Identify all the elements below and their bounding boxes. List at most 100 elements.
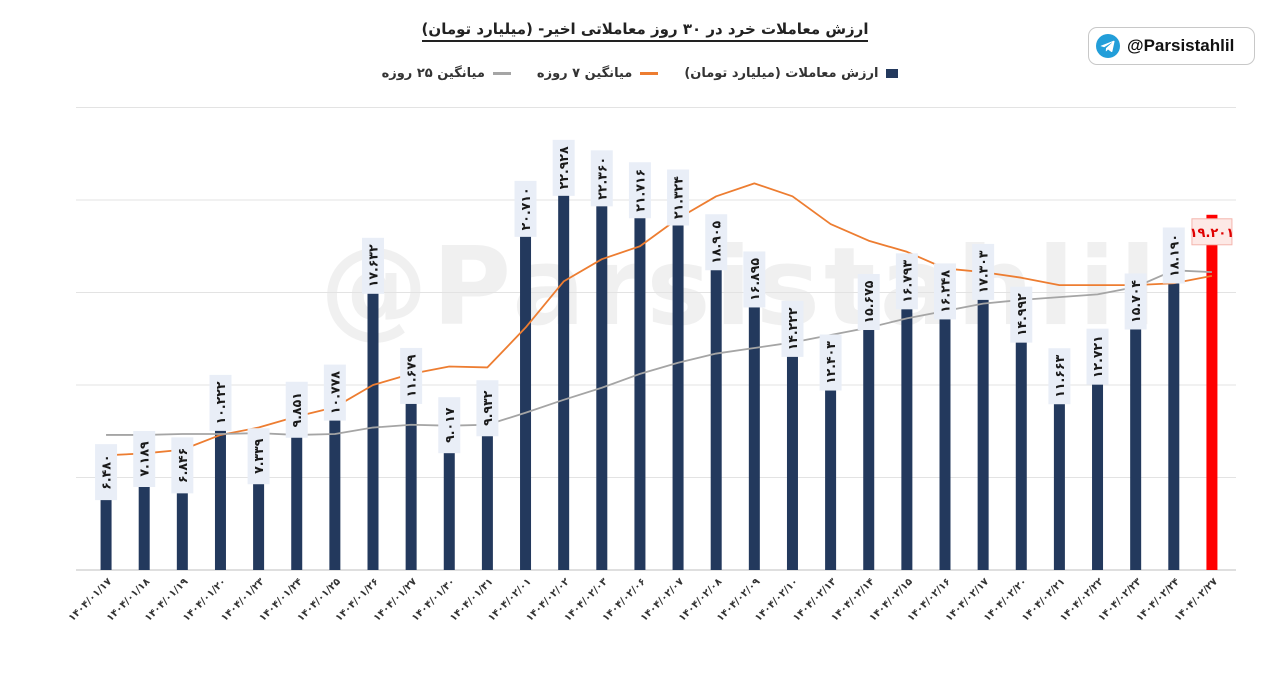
data-label-text: ۱۴.۹۹۲ [1014, 293, 1029, 336]
data-label-box [438, 397, 461, 454]
brand-badge[interactable]: @Parsistahlil [1088, 27, 1255, 65]
data-label-box [667, 169, 690, 226]
bar [634, 168, 646, 570]
bar [1130, 279, 1142, 570]
data-label: ۶.۸۴۶ [171, 437, 194, 494]
legend-swatch-ma7 [640, 72, 659, 75]
data-label-box [247, 428, 270, 485]
bar [977, 249, 989, 570]
data-label-box [819, 334, 842, 391]
data-label-box [323, 364, 346, 421]
bar [1053, 354, 1065, 570]
data-label-text: ۱۴.۲۲۲ [785, 307, 800, 350]
chart-title: ارزش معاملات خرد در ۳۰ روز معاملاتی اخیر… [0, 20, 1280, 42]
data-label-text: ۱۹.۲۰۱ [1190, 226, 1235, 241]
legend-item-ma7: میانگین ۷ روزه [536, 66, 659, 81]
bar [405, 353, 417, 570]
data-label-text: ۱۶.۸۹۵ [747, 258, 762, 301]
data-label: ۲۲.۳۶۰ [590, 150, 613, 207]
data-label-text: ۶.۸۴۶ [175, 448, 190, 483]
data-label-box [934, 263, 956, 320]
data-label-box [133, 431, 156, 488]
data-label: ۲۱.۷۱۶ [628, 162, 651, 219]
data-label: ۶.۴۸۰ [95, 444, 118, 501]
data-label-text: ۱۱.۶۷۹ [404, 354, 419, 397]
bar [367, 243, 379, 571]
legend-label-value: ارزش معاملات (میلیارد تومان) [684, 66, 879, 81]
data-label-text: ۲۲.۹۲۸ [556, 146, 571, 189]
legend-label-ma7: میانگین ۷ روزه [536, 66, 633, 81]
data-label-box [590, 150, 613, 207]
brand-handle: @Parsistahlil [1127, 36, 1235, 55]
data-label-box [857, 274, 880, 331]
data-label-box [1191, 218, 1233, 246]
data-label-box [781, 300, 804, 357]
data-label-box [1086, 328, 1109, 385]
data-label: ۹.۸۵۱ [285, 381, 308, 438]
data-label: ۱۵.۷۰۴ [1124, 273, 1147, 330]
data-label: ۷.۳۳۹ [247, 428, 270, 485]
data-label: ۲۲.۹۲۸ [552, 139, 575, 196]
data-label: ۷.۱۸۹ [133, 431, 156, 488]
data-label: ۹.۹۳۲ [476, 380, 499, 437]
data-label-text: ۱۰.۲۲۲ [213, 381, 228, 424]
data-label-box [514, 180, 537, 237]
data-label: ۱۷.۶۳۲ [362, 237, 384, 294]
data-label: ۹.۰۱۷ [438, 397, 461, 454]
data-label: ۱۷.۳۰۳ [972, 243, 995, 300]
bar [1206, 214, 1218, 570]
data-label: ۲۱.۳۲۴ [667, 169, 690, 226]
data-label: ۲۰.۷۱۰ [514, 180, 537, 237]
bar [253, 434, 265, 570]
data-label-text: ۱۸.۹۰۵ [709, 220, 724, 263]
data-label-text: ۱۸.۱۹۰ [1166, 234, 1181, 277]
data-label-text: ۲۲.۳۶۰ [594, 157, 609, 200]
bar [214, 380, 226, 570]
legend: ارزش معاملات (میلیارد تومان) میانگین ۷ ر… [0, 66, 1280, 81]
bar [443, 403, 455, 570]
bar [558, 145, 570, 570]
bar [520, 186, 532, 571]
data-label-box [476, 380, 499, 437]
data-label-box [1162, 227, 1185, 284]
bar [863, 280, 875, 570]
data-label-box [972, 243, 995, 300]
bar [481, 386, 493, 570]
data-label: ۱۰.۲۲۲ [209, 374, 232, 431]
data-label-text: ۲۰.۷۱۰ [518, 187, 533, 230]
data-label-box [95, 444, 118, 501]
bar [710, 220, 722, 570]
data-label-text: ۹.۰۱۷ [442, 407, 457, 443]
data-label-box [705, 214, 728, 271]
data-label-text: ۷.۳۳۹ [251, 438, 266, 474]
legend-item-value: ارزش معاملات (میلیارد تومان) [684, 66, 899, 81]
bar [1092, 334, 1104, 570]
data-label-text: ۲۱.۷۱۶ [632, 169, 647, 212]
data-label-box [362, 237, 384, 294]
data-label: ۱۱.۶۶۳ [1048, 348, 1071, 405]
data-label: ۱۶.۷۹۳ [895, 253, 918, 310]
data-label-text: ۱۱.۶۶۳ [1052, 354, 1067, 397]
data-label-text: ۲۱.۳۲۴ [671, 176, 686, 219]
data-label-box [552, 139, 575, 196]
data-label-text: ۹.۸۵۱ [289, 392, 304, 427]
data-label-box [895, 253, 918, 310]
data-label: ۱۱.۶۷۹ [400, 347, 423, 404]
bar [1015, 292, 1027, 570]
data-label-box [1010, 286, 1033, 343]
bar [100, 450, 112, 570]
data-label: ۱۲.۴۰۳ [819, 334, 842, 391]
series-line-ma25 [106, 269, 1212, 436]
data-label-text: ۱۰.۷۷۸ [327, 371, 342, 414]
data-label-text: ۹.۹۳۲ [480, 390, 495, 426]
data-label: ۱۶.۲۴۸ [934, 263, 956, 320]
bar [901, 259, 913, 570]
legend-swatch-value [886, 69, 899, 78]
data-label-box [209, 374, 232, 431]
bar [138, 437, 150, 570]
data-label: ۱۸.۹۰۵ [705, 214, 728, 271]
telegram-icon [1096, 34, 1120, 58]
data-label-text: ۱۷.۶۳۲ [366, 244, 381, 287]
bar [176, 443, 188, 570]
